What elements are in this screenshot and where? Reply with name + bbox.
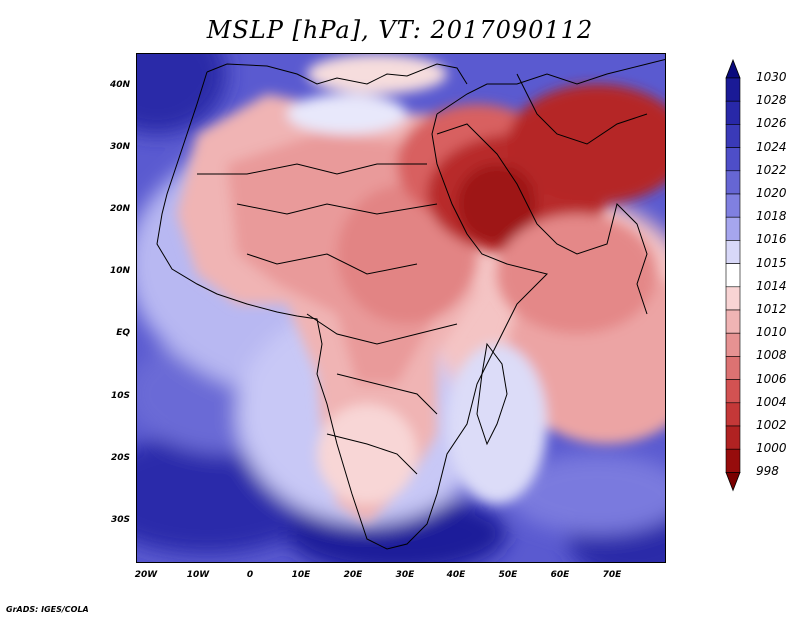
coastline-outlines (156, 58, 665, 550)
colorbar-cell (725, 100, 741, 125)
colorbar-cell (725, 286, 741, 311)
lon-label-10w: 10W (186, 570, 210, 580)
colorbar-level-label: 1020 (756, 186, 787, 200)
colorbar-level-label: 1028 (756, 93, 787, 108)
colorbar-level-label: 1008 (756, 348, 787, 363)
lon-label-40e: 40E (446, 570, 466, 580)
colorbar-level-label: 1030 (756, 70, 787, 84)
colorbar-level-label: 1004 (756, 394, 787, 409)
colorbar-cell (725, 263, 741, 288)
lon-label-60e: 60E (550, 570, 570, 580)
colorbar-level-label: 1022 (756, 162, 787, 177)
lon-label-50e: 50E (498, 570, 518, 580)
colorbar-cell (725, 147, 741, 172)
colorbar-level-label: 998 (756, 464, 779, 479)
colorbar-top-arrow (725, 58, 741, 79)
colorbar-cell (725, 216, 741, 241)
colorbar-level-label: 1018 (756, 209, 787, 224)
lat-label-eq: EQ (116, 328, 130, 338)
colorbar-level-label: 1012 (756, 302, 787, 316)
lat-label-20n: 20N (109, 204, 130, 214)
colorbar-level-label: 1006 (756, 371, 787, 386)
colorbar-cell (725, 124, 741, 148)
colorbar-cell (725, 309, 741, 334)
lat-label-10n: 10N (109, 266, 130, 276)
map-panel (136, 53, 666, 563)
colorbar (725, 58, 741, 492)
lon-label-10e: 10E (291, 570, 311, 580)
lon-label-20w: 20W (134, 570, 158, 580)
lat-label-30n: 30N (109, 142, 130, 152)
colorbar-cell (725, 332, 741, 357)
colorbar-cell (725, 240, 741, 264)
colorbar-level-label: 1015 (756, 255, 787, 270)
colorbar-bottom-arrow (725, 471, 741, 492)
colorbar-cell (725, 379, 741, 404)
colorbar-level-label: 1016 (756, 232, 787, 247)
colorbar-cell (725, 356, 741, 380)
lat-label-30s: 30S (110, 515, 130, 525)
colorbar-cell (725, 448, 741, 473)
colorbar-level-label: 1026 (756, 116, 787, 131)
colorbar-level-label: 1002 (756, 418, 787, 432)
colorbar-cell (725, 193, 741, 218)
lon-label-70e: 70E (602, 570, 622, 580)
lon-label-0: 0 (246, 570, 254, 580)
colorbar-level-label: 1024 (756, 139, 787, 154)
colorbar-cell (725, 425, 741, 450)
lon-label-20e: 20E (343, 570, 363, 580)
colorbar-level-label: 1010 (756, 325, 787, 340)
colorbar-cell (725, 77, 741, 102)
colorbar-level-label: 1000 (756, 441, 787, 456)
lat-label-10s: 10S (110, 391, 130, 401)
colorbar-cell (725, 402, 741, 427)
credit-text: GrADS: IGES/COLA (6, 605, 89, 614)
colorbar-cell (725, 170, 741, 195)
pressure-field-map (137, 54, 665, 562)
map-title: MSLP [hPa], VT: 2017090112 (206, 16, 594, 44)
colorbar-level-label: 1014 (756, 278, 787, 293)
lon-label-30e: 30E (395, 570, 415, 580)
lat-label-20s: 20S (110, 453, 130, 463)
lat-label-40n: 40N (109, 80, 130, 90)
